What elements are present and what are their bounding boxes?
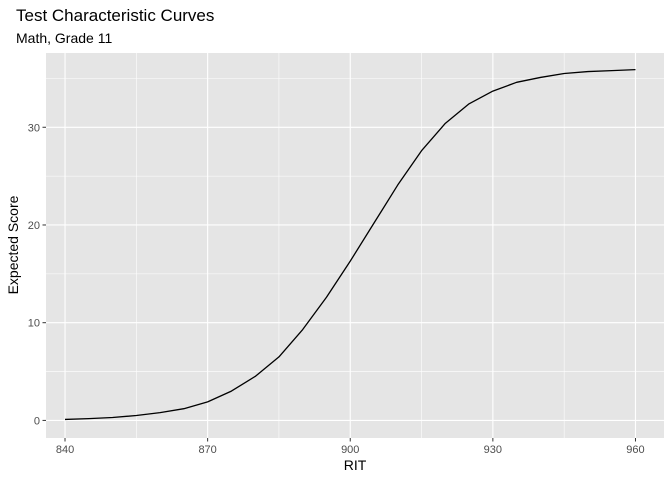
y-axis: 0 10 20 30 — [28, 122, 46, 427]
series-layer — [64, 68, 636, 421]
x-tick-label: 930 — [484, 444, 502, 456]
x-tick-label: 900 — [341, 444, 359, 456]
x-axis-title: RIT — [344, 457, 367, 473]
chart-title: Test Characteristic Curves — [16, 6, 214, 25]
series-line — [64, 68, 636, 421]
major-gridlines — [46, 53, 664, 438]
chart-subtitle: Math, Grade 11 — [16, 30, 112, 46]
y-tick-label: 10 — [28, 318, 40, 330]
x-tick-label: 840 — [56, 444, 74, 456]
y-tick-label: 20 — [28, 220, 40, 232]
y-axis-title: Expected Score — [5, 195, 21, 294]
x-tick-label: 960 — [626, 444, 644, 456]
y-tick-label: 0 — [34, 415, 40, 427]
x-tick-label: 870 — [198, 444, 216, 456]
minor-gridlines — [46, 53, 664, 438]
y-tick-label: 30 — [28, 122, 40, 134]
plot-panel — [46, 53, 664, 438]
x-axis: 840 870 900 930 960 — [56, 438, 645, 456]
